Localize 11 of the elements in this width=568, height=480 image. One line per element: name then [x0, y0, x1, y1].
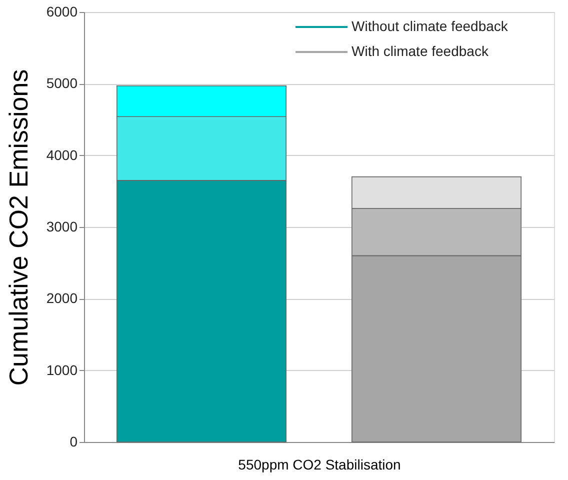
y-tick-label: 1000: [46, 362, 78, 378]
y-tick-label: 2000: [46, 290, 78, 306]
legend-label: Without climate feedback: [352, 18, 509, 34]
y-axis-title: Cumulative CO2 Emissions: [3, 69, 34, 386]
y-tick-label: 5000: [46, 75, 78, 92]
y-tick-label: 0: [70, 434, 78, 450]
y-tick-label: 4000: [46, 146, 78, 163]
y-tick-label: 6000: [46, 4, 78, 20]
legend-label: With climate feedback: [352, 43, 490, 59]
y-tick-label: 3000: [46, 218, 78, 234]
x-axis-title: 550ppm CO2 Stabilisation: [238, 456, 401, 472]
